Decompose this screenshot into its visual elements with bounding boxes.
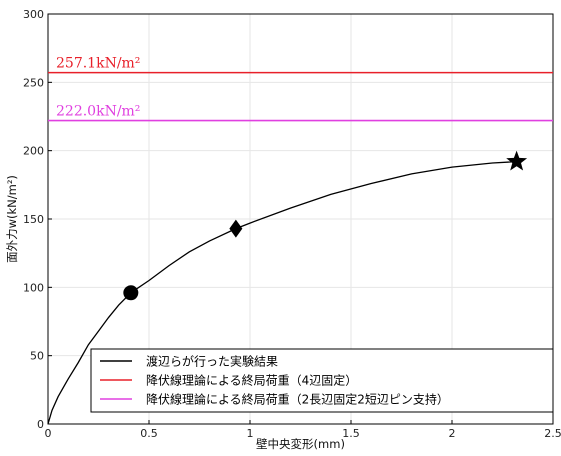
series-layer (47, 71, 553, 425)
diamond-marker (229, 219, 243, 238)
y-tick-label: 200 (23, 145, 44, 158)
legend-box (90, 348, 554, 413)
x-tick-label: 2 (449, 427, 456, 440)
x-tick-label: 1 (247, 427, 254, 440)
x-tick-label: 1.5 (342, 427, 360, 440)
experiment-line (47, 160, 517, 425)
x-tick-label: 0.5 (140, 427, 158, 440)
legend-label-2: 降伏線理論による終局荷重（2長辺固定2短辺ピン支持） (146, 392, 449, 407)
y-tick-label: 300 (23, 8, 44, 21)
x-tick-label: 0 (45, 427, 52, 440)
legend-label-0: 渡辺らが行った実験結果 (146, 354, 278, 369)
reference-label-1: 257.1kN/m² (56, 56, 140, 72)
reference-label-2: 222.0kN/m² (56, 104, 140, 120)
y-tick-label: 150 (23, 213, 44, 226)
y-axis-title: 面外力w(kN/m²) (5, 175, 19, 263)
x-axis-title: 壁中央変形(mm) (256, 437, 345, 451)
star-marker (506, 150, 528, 171)
x-tick-label: 2.5 (544, 427, 561, 440)
y-tick-label: 100 (23, 281, 44, 294)
legend-label-1: 降伏線理論による終局荷重（4辺固定） (146, 373, 357, 388)
reference-labels: 257.1kN/m² 222.0kN/m² (56, 56, 140, 120)
y-tick-label: 250 (23, 76, 44, 89)
y-tick-label: 0 (37, 418, 44, 431)
tick-labels: 0 0.5 1 1.5 2 2.5 0 50 100 150 200 250 300 (23, 8, 561, 440)
y-tick-label: 50 (30, 350, 44, 363)
circle-marker (123, 285, 139, 301)
